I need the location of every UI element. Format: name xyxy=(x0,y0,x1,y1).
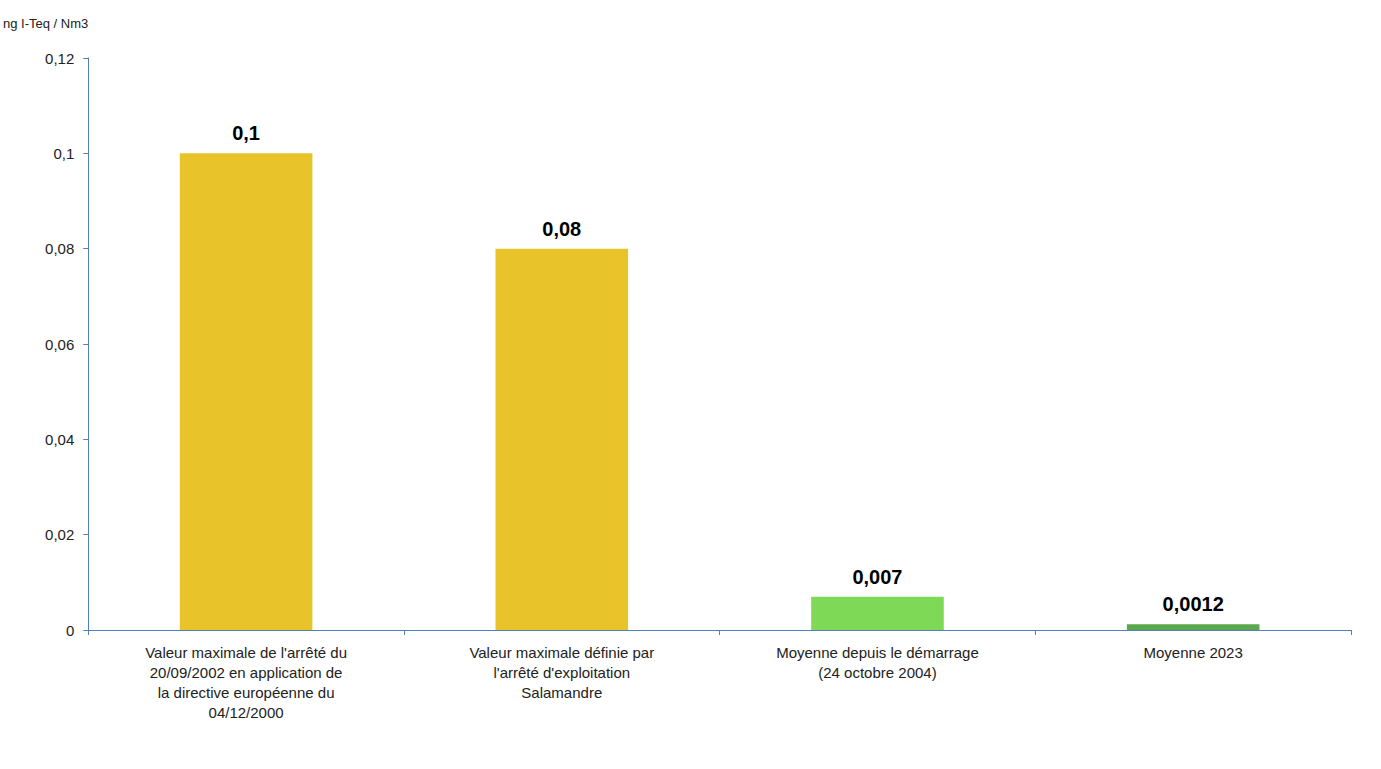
svg-text:0,08: 0,08 xyxy=(45,240,74,257)
svg-text:0,1: 0,1 xyxy=(53,145,74,162)
svg-text:0,04: 0,04 xyxy=(45,431,74,448)
svg-text:la directive européenne du: la directive européenne du xyxy=(158,684,335,701)
svg-text:04/12/2000: 04/12/2000 xyxy=(209,704,284,721)
svg-text:0,0012: 0,0012 xyxy=(1163,593,1224,615)
svg-text:0,08: 0,08 xyxy=(542,218,581,240)
svg-text:0,02: 0,02 xyxy=(45,526,74,543)
svg-text:0,12: 0,12 xyxy=(45,50,74,67)
svg-text:Salamandre: Salamandre xyxy=(521,684,602,701)
svg-text:Moyenne 2023: Moyenne 2023 xyxy=(1144,644,1243,661)
svg-text:(24 octobre 2004): (24 octobre 2004) xyxy=(818,664,936,681)
svg-text:Moyenne depuis le démarrage: Moyenne depuis le démarrage xyxy=(776,644,979,661)
svg-text:0,1: 0,1 xyxy=(232,122,260,144)
svg-text:ng I-Teq / Nm3: ng I-Teq / Nm3 xyxy=(3,16,88,31)
svg-text:0: 0 xyxy=(66,622,74,639)
svg-text:Valeur maximale de l'arrêté du: Valeur maximale de l'arrêté du xyxy=(145,644,347,661)
svg-text:0,007: 0,007 xyxy=(852,566,902,588)
svg-text:0,06: 0,06 xyxy=(45,336,74,353)
svg-text:20/09/2002 en application de: 20/09/2002 en application de xyxy=(150,664,343,681)
svg-text:l'arrêté d'exploitation: l'arrêté d'exploitation xyxy=(493,664,630,681)
svg-text:Valeur maximale définie par: Valeur maximale définie par xyxy=(469,644,654,661)
